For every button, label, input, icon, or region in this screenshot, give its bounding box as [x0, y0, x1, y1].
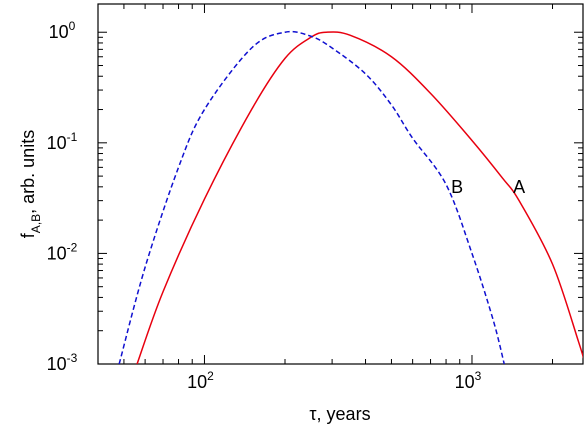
y-axis-title: fA,B, arb. units: [18, 130, 43, 238]
y-tick-label: 100: [49, 19, 76, 42]
y-tick-label: 10-2: [47, 240, 78, 263]
x-axis-title: τ, years: [309, 404, 370, 424]
series-line-a: [136, 31, 583, 364]
y-tick-label: 10-1: [47, 130, 78, 153]
plot-frame: [97, 3, 584, 365]
x-tick-labels: 102 103: [187, 369, 482, 392]
curve-label-b: B: [451, 177, 463, 197]
x-tick-label: 103: [455, 369, 482, 392]
series-line-b: [118, 30, 505, 364]
curve-label-a: A: [513, 177, 525, 197]
minor-ticks: [97, 4, 583, 364]
y-tick-label: 10-3: [47, 351, 78, 374]
x-tick-label: 102: [187, 369, 214, 392]
major-ticks: [98, 4, 583, 365]
y-tick-labels: 10-3 10-2 10-1 100: [47, 19, 78, 374]
series-layer: [118, 30, 583, 364]
